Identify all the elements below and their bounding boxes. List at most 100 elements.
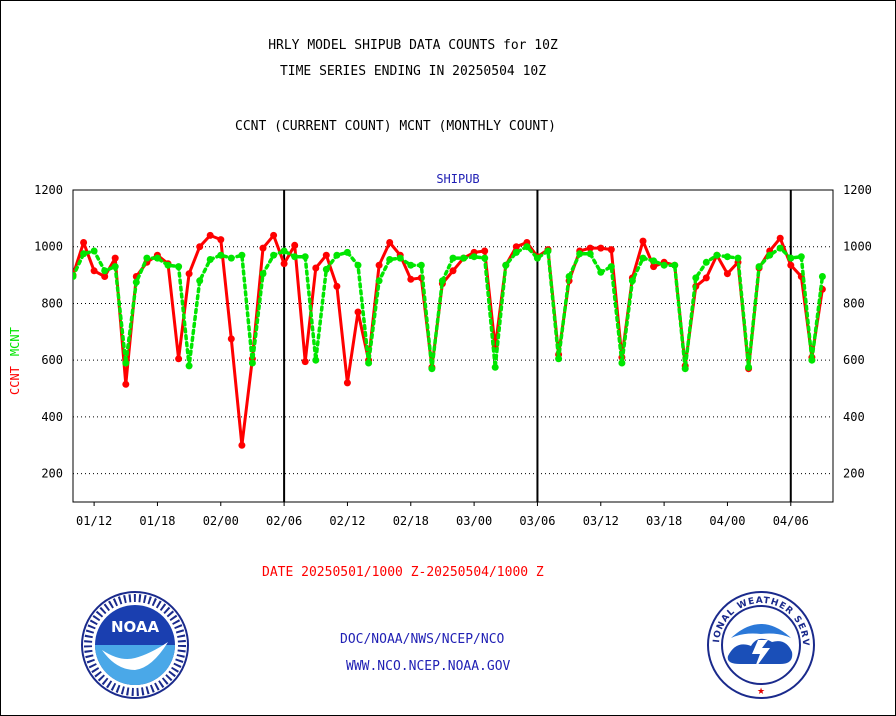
data-point-mcnt bbox=[723, 253, 731, 261]
data-point-mcnt bbox=[111, 263, 119, 271]
data-point-ccnt bbox=[206, 231, 214, 239]
nws-star-icon: ★ bbox=[757, 687, 765, 697]
x-tick-label: 02/06 bbox=[266, 514, 302, 528]
date-range-label: DATE 20250501/1000 Z-20250504/1000 Z bbox=[262, 565, 544, 580]
data-point-ccnt bbox=[723, 270, 731, 278]
y-tick-label-right: 1200 bbox=[843, 183, 872, 197]
axis-layer bbox=[72, 189, 834, 506]
y-tick-label-left: 400 bbox=[41, 410, 63, 424]
data-point-mcnt bbox=[407, 261, 415, 269]
data-point-ccnt bbox=[101, 273, 109, 280]
data-point-mcnt bbox=[460, 254, 468, 262]
data-point-ccnt bbox=[650, 263, 658, 271]
data-point-mcnt bbox=[164, 261, 172, 269]
data-point-mcnt bbox=[671, 261, 679, 269]
data-point-ccnt bbox=[386, 239, 394, 246]
data-point-mcnt bbox=[301, 253, 309, 261]
series-layer bbox=[73, 231, 826, 449]
data-point-mcnt bbox=[238, 251, 246, 259]
data-point-ccnt bbox=[312, 264, 320, 272]
data-point-mcnt bbox=[375, 277, 383, 285]
noaa-logo-text: NOAA bbox=[111, 618, 160, 636]
data-point-mcnt bbox=[143, 254, 151, 262]
data-point-ccnt bbox=[481, 247, 489, 255]
x-tick-label: 01/12 bbox=[76, 514, 112, 528]
data-point-mcnt bbox=[692, 274, 700, 282]
data-point-mcnt bbox=[122, 359, 130, 367]
data-point-mcnt bbox=[291, 253, 299, 261]
nws-logo: ★ NATIONAL WEATHER SERVICE bbox=[706, 590, 815, 699]
x-tick-label: 03/18 bbox=[646, 514, 682, 528]
data-point-ccnt bbox=[702, 274, 710, 282]
data-point-mcnt bbox=[745, 363, 753, 371]
data-point-mcnt bbox=[523, 243, 531, 251]
data-point-mcnt bbox=[396, 254, 404, 262]
x-tick-label: 02/00 bbox=[203, 514, 239, 528]
data-point-ccnt bbox=[122, 380, 130, 388]
x-tick-label: 04/00 bbox=[709, 514, 745, 528]
data-point-mcnt bbox=[776, 244, 784, 252]
data-point-ccnt bbox=[196, 243, 204, 251]
data-point-mcnt bbox=[502, 261, 510, 269]
data-point-mcnt bbox=[797, 253, 805, 261]
data-point-mcnt bbox=[755, 263, 763, 271]
data-point-mcnt bbox=[660, 261, 668, 269]
y-tick-label-right: 200 bbox=[843, 467, 865, 481]
data-point-mcnt bbox=[818, 273, 826, 280]
x-tick-label: 02/18 bbox=[393, 514, 429, 528]
data-point-ccnt bbox=[238, 441, 246, 449]
data-point-mcnt bbox=[227, 254, 235, 262]
data-point-ccnt bbox=[776, 234, 784, 242]
data-point-mcnt bbox=[365, 359, 373, 367]
data-point-ccnt bbox=[270, 231, 278, 239]
chart-title-line-2: TIME SERIES ENDING IN 20250504 10Z bbox=[279, 64, 547, 79]
y-tick-label-right: 1000 bbox=[843, 240, 872, 254]
y-tick-label-left: 1000 bbox=[34, 240, 63, 254]
plot-border bbox=[72, 189, 834, 503]
data-point-ccnt bbox=[301, 358, 309, 366]
data-point-ccnt bbox=[407, 275, 415, 283]
data-point-ccnt bbox=[227, 335, 235, 343]
data-point-mcnt bbox=[217, 251, 225, 259]
y-tick-label-left: 1200 bbox=[34, 183, 63, 197]
plot-title: SHIPUB bbox=[436, 172, 479, 186]
y-axis-label-ccnt: CCNT bbox=[8, 366, 22, 395]
data-point-mcnt bbox=[438, 277, 446, 285]
data-point-mcnt bbox=[597, 268, 605, 276]
grid-layer bbox=[73, 190, 833, 502]
data-point-mcnt bbox=[206, 256, 214, 263]
data-point-mcnt bbox=[586, 250, 594, 258]
org-path-label: DOC/NOAA/NWS/NCEP/NCO bbox=[340, 632, 505, 647]
data-point-mcnt bbox=[681, 365, 689, 373]
data-point-mcnt bbox=[343, 248, 351, 256]
x-tick-label: 03/06 bbox=[519, 514, 555, 528]
data-point-ccnt bbox=[80, 239, 88, 246]
data-point-ccnt bbox=[111, 254, 119, 262]
x-tick-label: 02/12 bbox=[329, 514, 365, 528]
data-point-mcnt bbox=[702, 258, 710, 266]
data-point-mcnt bbox=[734, 254, 742, 262]
data-point-mcnt bbox=[322, 265, 330, 273]
y-tick-label-left: 200 bbox=[41, 467, 63, 481]
y-axis-label: CCNT MCNT bbox=[8, 327, 22, 395]
data-point-ccnt bbox=[90, 267, 98, 275]
data-point-mcnt bbox=[576, 250, 584, 258]
data-point-mcnt bbox=[270, 251, 278, 259]
data-point-ccnt bbox=[512, 243, 520, 251]
data-point-ccnt bbox=[175, 355, 183, 363]
data-point-mcnt bbox=[185, 362, 193, 370]
data-point-mcnt bbox=[312, 356, 320, 364]
data-point-ccnt bbox=[343, 379, 351, 387]
data-point-mcnt bbox=[533, 254, 541, 262]
x-tick-label: 01/18 bbox=[139, 514, 175, 528]
data-point-mcnt bbox=[101, 267, 109, 275]
website-label: WWW.NCO.NCEP.NOAA.GOV bbox=[346, 659, 511, 674]
data-point-ccnt bbox=[607, 246, 615, 254]
y-tick-label-right: 800 bbox=[843, 296, 865, 310]
data-point-mcnt bbox=[73, 273, 77, 280]
data-point-mcnt bbox=[512, 248, 520, 256]
data-point-mcnt bbox=[607, 263, 615, 271]
data-point-mcnt bbox=[628, 277, 636, 285]
y-tick-label-right: 600 bbox=[843, 353, 865, 367]
data-point-ccnt bbox=[333, 282, 341, 290]
